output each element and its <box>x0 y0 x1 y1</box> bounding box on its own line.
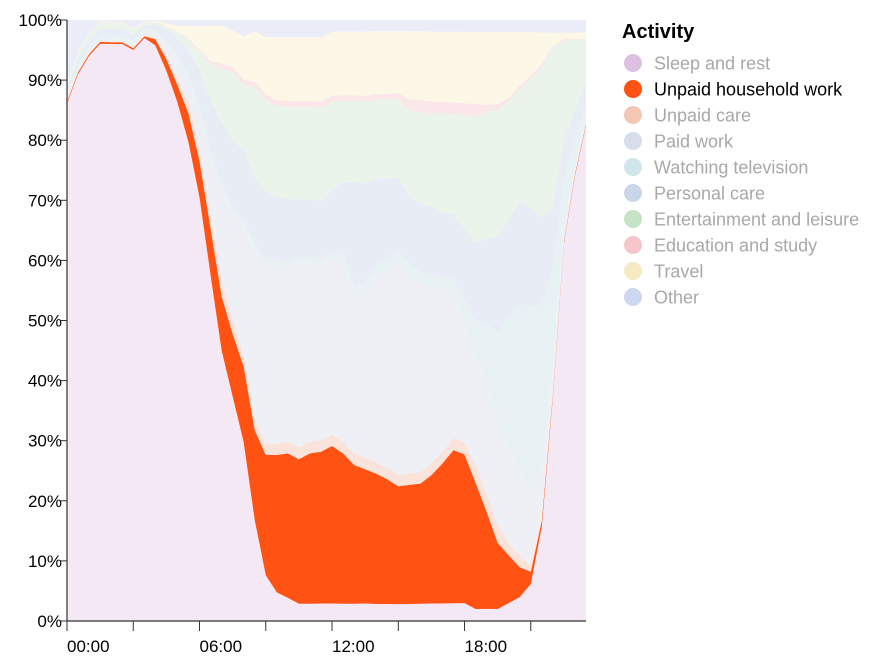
legend-item-personal-care[interactable]: Personal care <box>624 184 765 204</box>
legend-swatch <box>624 288 642 306</box>
legend-label: Other <box>654 288 699 308</box>
x-axis-ticks: 00:00 06:00 12:00 18:00 <box>66 621 532 656</box>
legend-title: Activity <box>622 21 695 43</box>
legend-label: Unpaid household work <box>654 80 843 100</box>
area-travel <box>67 20 586 106</box>
legend-label: Paid work <box>654 132 734 152</box>
legend-item-unpaid-care[interactable]: Unpaid care <box>624 106 751 126</box>
y-tick-label: 80% <box>28 131 62 150</box>
area-paid-work <box>67 31 586 566</box>
axes: 0%10%20%30%40%50%60%70%80%90%100% 00:00 0… <box>19 11 586 656</box>
y-tick-label: 50% <box>28 312 62 331</box>
x-tick-label: 18:00 <box>465 637 508 656</box>
area-layer <box>67 20 586 621</box>
legend-item-entertainment-and-leisure[interactable]: Entertainment and leisure <box>624 210 859 230</box>
area-entertainment-and-leisure <box>67 21 586 243</box>
x-tick-label: 06:00 <box>200 637 243 656</box>
legend-swatch <box>624 236 642 254</box>
legend-label: Unpaid care <box>654 106 751 126</box>
y-tick-label: 30% <box>28 432 62 451</box>
legend-swatch <box>624 210 642 228</box>
legend-label: Watching television <box>654 158 808 178</box>
legend-swatch <box>624 80 642 98</box>
legend-swatch <box>624 54 642 72</box>
legend-item-other[interactable]: Other <box>624 288 699 308</box>
y-axis-ticks: 0% 10% 20% 30% 40% 50% 60% 70% 80% 90% 100% <box>19 11 67 631</box>
x-tick-label: 12:00 <box>332 637 375 656</box>
legend: Activity Sleep and rest Unpaid household … <box>622 21 859 308</box>
y-tick-label: 40% <box>28 372 62 391</box>
legend-items: Sleep and rest Unpaid household work Unpai… <box>624 54 859 308</box>
legend-label: Sleep and rest <box>654 54 770 74</box>
legend-swatch <box>624 106 642 124</box>
y-tick-label: 90% <box>28 71 62 90</box>
legend-swatch <box>624 184 642 202</box>
legend-item-sleep-and-rest[interactable]: Sleep and rest <box>624 54 770 74</box>
legend-swatch <box>624 158 642 176</box>
legend-label: Entertainment and leisure <box>654 210 859 230</box>
y-tick-label: 70% <box>28 191 62 210</box>
y-tick-label: 60% <box>28 251 62 270</box>
area-other <box>67 20 586 82</box>
legend-label: Education and study <box>654 236 817 256</box>
legend-item-travel[interactable]: Travel <box>624 262 703 282</box>
x-tick-label: 00:00 <box>67 637 110 656</box>
area-sleep-and-rest <box>67 38 586 621</box>
y-tick-label: 20% <box>28 492 62 511</box>
y-tick-label: 100% <box>19 11 62 30</box>
legend-swatch <box>624 132 642 150</box>
legend-item-paid-work[interactable]: Paid work <box>624 132 734 152</box>
y-tick-label: 0% <box>37 612 62 631</box>
legend-item-education-and-study[interactable]: Education and study <box>624 236 817 256</box>
area-unpaid-household-work <box>67 36 586 609</box>
legend-item-watching-television[interactable]: Watching television <box>624 158 808 178</box>
y-tick-label: 10% <box>28 552 62 571</box>
legend-label: Travel <box>654 262 703 282</box>
legend-item-unpaid-household-work[interactable]: Unpaid household work <box>624 80 843 100</box>
legend-label: Personal care <box>654 184 765 204</box>
area-watching-television <box>67 29 586 492</box>
legend-swatch <box>624 262 642 280</box>
area-personal-care <box>67 23 586 333</box>
